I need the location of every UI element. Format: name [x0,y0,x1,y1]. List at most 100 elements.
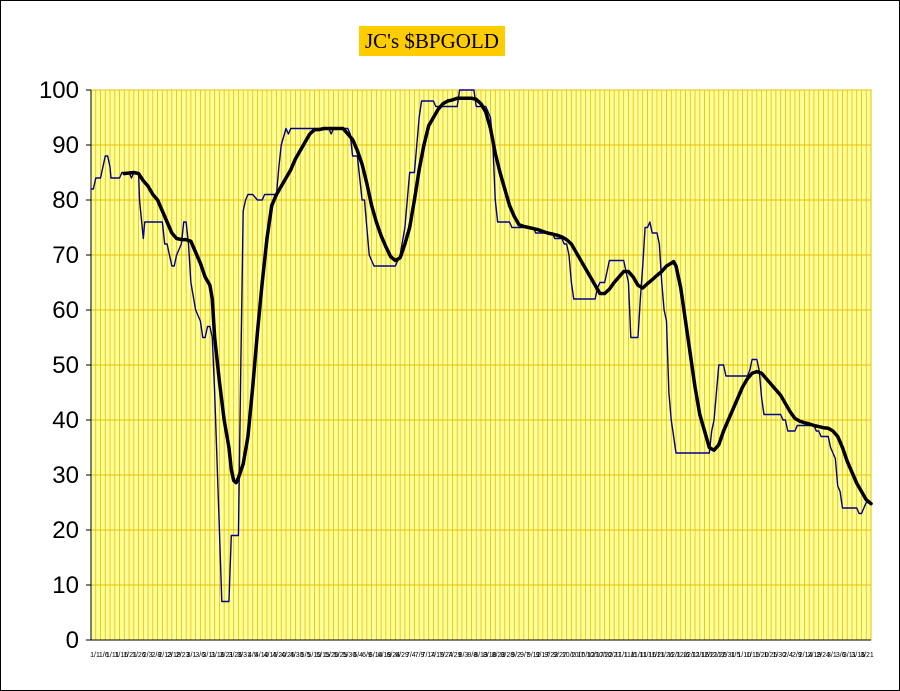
y-tick-label: 10 [52,572,79,599]
series-layer [90,89,873,603]
x-tick-label: 8/18 [483,652,497,659]
x-tick-label: 1/30 [772,652,786,659]
x-tick-label: 7/19 [430,652,444,659]
x-tick-label: 4/5 [248,652,258,659]
x-tick-label: 3/11 [202,652,215,659]
x-tick-label: 3/21 [860,652,874,659]
x-tick-label: 9/12 [527,652,541,659]
x-tick-label: 2/4 [783,652,793,659]
x-tick-label: 3/6 [195,652,205,659]
x-tick-label: 11/16 [639,652,656,659]
x-tick-label: 2/13 [158,652,172,659]
x-tick-label: 8/13 [474,652,488,659]
x-tick-label: 7/4 [406,652,416,659]
x-tick-label: 6/14 [369,652,383,659]
x-tick-label: 3/11 [843,652,856,659]
x-tick-label: 10/22 [595,652,613,659]
y-tick-label: 60 [52,297,79,324]
x-tick-label: 1/11 [106,652,119,659]
x-tick-label: 4/15 [264,652,278,659]
x-tick-label: 3/6 [836,652,846,659]
x-tick-label: 1/10 [737,652,751,659]
x-tick-label: 9/17 [536,652,550,659]
x-tick-label: 6/4 [353,652,363,659]
x-tick-label: 9/27 [553,652,567,659]
x-tick-label: 5/15 [316,652,330,659]
x-tick-label: 1/6 [99,652,109,659]
x-tick-label: 2/8 [152,652,162,659]
x-tick-label: 2/19 [808,652,822,659]
x-tick-label: 2/18 [167,652,181,659]
x-tick-label: 12/11 [683,652,700,659]
x-tick-label: 5/20 [325,652,339,659]
x-tick-label: 11/21 [648,652,665,659]
x-tick-label: 3/16 [211,652,225,659]
x-tick-label: 1/16 [115,652,129,659]
y-tick-label: 100 [39,77,79,104]
x-tick-label: 12/1 [667,652,681,659]
smoothed-series-line [122,96,873,506]
chart-title: JC's $BPGOLD [359,26,505,56]
x-tick-label: 7/14 [422,652,436,659]
x-tick-label: 6/24 [386,652,400,659]
x-tick-label: 2/24 [816,652,830,659]
x-tick-label: 12/26 [709,652,727,659]
x-tick-label: 10/7 [571,652,585,659]
x-tick-label: 6/29 [395,652,409,659]
y-tick-label: 80 [52,187,79,214]
x-tick-label: 9/2 [511,652,521,659]
x-tick-label: 10/2 [562,652,576,659]
x-tick-label: 10/17 [586,652,604,659]
x-tick-label: 4/30 [290,652,304,659]
x-tick-label: 7/24 [439,652,453,659]
x-tick-label: 8/8 [467,652,477,659]
x-tick-label: 12/31 [718,652,736,659]
x-tick-label: 2/23 [176,652,190,659]
x-tick-label: 3/16 [851,652,865,659]
x-tick-label: 2/9 [792,652,802,659]
x-tick-label: 1/21 [123,652,137,659]
y-tick-label: 90 [52,132,79,159]
x-tick-label: 4/20 [272,652,286,659]
x-tick-label: 1/1 [90,652,100,659]
x-tick-label: 10/12 [578,652,596,659]
x-tick-label: 7/9 [415,652,425,659]
x-tick-label: 9/7 [520,652,530,659]
x-tick-label: 11/26 [657,652,674,659]
x-tick-label: 12/6 [676,652,690,659]
x-tick-label: 12/21 [700,652,718,659]
x-tick-label: 6/9 [362,652,372,659]
x-tick-label: 11/6 [624,652,637,659]
x-tick-label: 3/1 [187,652,197,659]
x-tick-label: 8/3 [459,652,469,659]
x-tick-label: 2/3 [143,652,153,659]
y-tick-label: 20 [52,517,79,544]
x-tick-label: 1/15 [746,652,760,659]
y-axis-ticks: 0 10 20 30 40 50 60 70 80 90 100 [39,77,91,654]
y-tick-label: 50 [52,352,79,379]
x-tick-label: 11/1 [615,652,628,659]
x-tick-label: 12/16 [692,652,710,659]
raw-series-line [90,89,872,603]
x-tick-label: 1/5 [731,652,741,659]
x-tick-label: 5/5 [301,652,311,659]
x-tick-label: 2/14 [799,652,813,659]
y-tick-label: 70 [52,242,79,269]
x-tick-label: 5/10 [308,652,322,659]
x-tick-label: 4/25 [281,652,295,659]
x-tick-label: 8/28 [501,652,515,659]
x-tick-label: 10/27 [604,652,622,659]
x-tick-label: 3/1 [827,652,837,659]
x-tick-label: 3/31 [237,652,251,659]
y-tick-label: 40 [52,407,79,434]
x-tick-label: 1/20 [755,652,769,659]
y-tick-label: 0 [66,627,79,654]
x-tick-label: 3/26 [229,652,243,659]
x-tick-label: 6/19 [378,652,392,659]
x-tick-label: 9/22 [544,652,558,659]
x-tick-label: 1/25 [764,652,778,659]
y-tick-label: 30 [52,462,79,489]
x-tick-label: 4/10 [255,652,269,659]
x-tick-label: 7/29 [448,652,462,659]
